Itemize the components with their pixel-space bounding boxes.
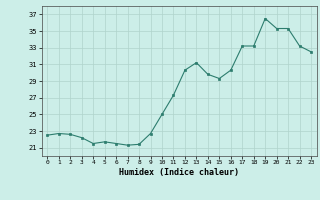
X-axis label: Humidex (Indice chaleur): Humidex (Indice chaleur) — [119, 168, 239, 177]
